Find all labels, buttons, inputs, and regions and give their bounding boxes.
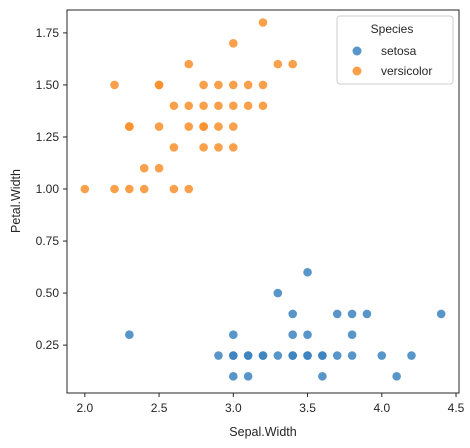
data-point-setosa — [347, 351, 357, 360]
data-points — [80, 18, 446, 381]
data-point-setosa — [273, 351, 283, 360]
data-point-setosa — [436, 309, 446, 319]
data-point-versicolor — [258, 18, 268, 27]
data-point-versicolor — [199, 80, 208, 90]
y-tick-label: 1.25 — [36, 130, 60, 144]
data-point-setosa — [377, 351, 387, 360]
data-point-versicolor — [243, 80, 253, 90]
y-tick-label: 1.75 — [36, 26, 60, 40]
legend: Species setosa versicolor — [336, 15, 454, 85]
data-point-versicolor — [214, 143, 223, 152]
data-point-versicolor — [154, 163, 164, 173]
data-point-versicolor — [169, 143, 179, 152]
data-point-setosa — [407, 351, 416, 360]
legend-label-setosa: setosa — [381, 44, 417, 58]
data-point-setosa — [347, 330, 357, 340]
data-point-versicolor — [243, 101, 253, 111]
data-point-setosa — [332, 309, 342, 319]
legend-label-versicolor: versicolor — [381, 64, 432, 78]
data-point-versicolor — [139, 163, 149, 173]
data-point-versicolor — [169, 184, 179, 194]
data-point-setosa — [258, 351, 268, 360]
data-point-versicolor — [139, 184, 149, 194]
data-point-setosa — [243, 372, 253, 381]
data-point-setosa — [332, 351, 342, 360]
x-tick-label: 4.5 — [448, 401, 465, 415]
x-tick-label: 4.0 — [373, 401, 390, 415]
y-tick-label: 0.50 — [36, 286, 60, 300]
data-point-versicolor — [184, 59, 194, 69]
data-point-setosa — [229, 351, 238, 360]
x-axis-title: Sepal.Width — [229, 425, 296, 439]
data-point-versicolor — [229, 122, 238, 131]
data-point-setosa — [288, 351, 297, 360]
data-point-setosa — [347, 309, 357, 319]
y-tick-label: 1.00 — [36, 182, 60, 196]
x-tick-label: 3.0 — [225, 401, 242, 415]
data-point-versicolor — [214, 80, 223, 90]
data-point-setosa — [303, 330, 312, 340]
data-point-versicolor — [125, 122, 134, 131]
y-axis-title: Petal.Width — [9, 169, 23, 233]
y-tick-label: 0.25 — [36, 338, 60, 352]
data-point-versicolor — [288, 59, 297, 69]
data-point-versicolor — [229, 80, 238, 90]
data-point-versicolor — [184, 101, 194, 111]
series-versicolor — [80, 18, 297, 194]
data-point-versicolor — [229, 101, 238, 111]
data-point-setosa — [318, 372, 327, 381]
legend-marker-versicolor — [352, 66, 362, 76]
data-point-setosa — [125, 330, 134, 340]
data-point-versicolor — [214, 101, 223, 111]
data-point-versicolor — [184, 122, 194, 131]
data-point-versicolor — [154, 80, 164, 90]
legend-title: Species — [371, 22, 414, 36]
data-point-setosa — [273, 288, 283, 298]
data-point-versicolor — [273, 59, 283, 69]
x-tick-label: 2.5 — [151, 401, 168, 415]
data-point-setosa — [243, 351, 253, 360]
data-point-setosa — [214, 351, 223, 360]
data-point-setosa — [288, 309, 297, 319]
data-point-setosa — [318, 351, 327, 360]
data-point-versicolor — [199, 143, 208, 152]
data-point-versicolor — [184, 184, 194, 194]
data-point-versicolor — [229, 39, 238, 48]
legend-box — [336, 15, 454, 85]
data-point-setosa — [392, 372, 401, 381]
data-point-versicolor — [110, 184, 119, 194]
legend-marker-setosa — [352, 46, 362, 56]
data-point-setosa — [303, 351, 312, 360]
y-tick-label: 0.75 — [36, 234, 60, 248]
series-setosa — [125, 267, 446, 381]
data-point-versicolor — [258, 80, 268, 90]
y-tick-label: 1.50 — [36, 78, 60, 92]
y-axis-ticks: 0.25 0.50 0.75 1.00 1.25 1.50 1.75 — [36, 26, 67, 352]
data-point-setosa — [288, 330, 297, 340]
data-point-versicolor — [199, 101, 208, 111]
x-tick-label: 2.0 — [76, 401, 93, 415]
data-point-versicolor — [80, 184, 90, 194]
data-point-versicolor — [229, 143, 238, 152]
x-axis-ticks: 2.0 2.5 3.0 3.5 4.0 4.5 — [76, 393, 465, 415]
data-point-versicolor — [154, 122, 164, 131]
x-tick-label: 3.5 — [299, 401, 316, 415]
data-point-versicolor — [199, 122, 208, 131]
data-point-versicolor — [169, 101, 179, 111]
data-point-setosa — [303, 267, 312, 277]
data-point-versicolor — [110, 80, 119, 90]
data-point-setosa — [229, 330, 238, 340]
data-point-setosa — [229, 372, 238, 381]
data-point-versicolor — [258, 101, 268, 111]
data-point-setosa — [362, 309, 372, 319]
data-point-versicolor — [125, 184, 134, 194]
data-point-versicolor — [214, 122, 223, 131]
